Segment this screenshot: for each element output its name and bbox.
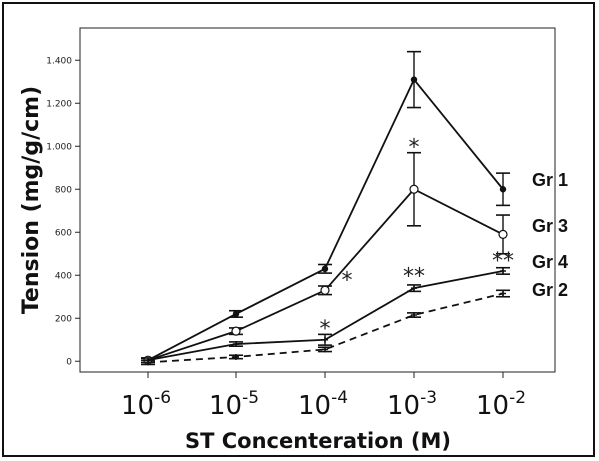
- data-point: [500, 267, 506, 274]
- data-point: [232, 310, 240, 318]
- y-tick-label: 400: [55, 271, 72, 281]
- annotations: *******: [320, 135, 515, 342]
- data-point: [320, 285, 330, 295]
- plot-area: [79, 27, 556, 373]
- y-tick-label: 200: [55, 314, 72, 324]
- data-point: [410, 76, 418, 83]
- significance-marker: *: [320, 317, 331, 342]
- axes: [79, 27, 556, 373]
- significance-marker: *: [342, 269, 353, 294]
- x-ticks: 10-6 10-5 10-4 10-3 10-2: [121, 372, 526, 421]
- data-point: [322, 346, 328, 353]
- series-gr-2: [141, 289, 510, 366]
- data-point: [500, 290, 506, 297]
- significance-marker: **: [403, 264, 425, 289]
- data-point: [498, 229, 508, 239]
- legend: Gr 1 Gr 3 Gr 4 Gr 2: [532, 170, 568, 300]
- x-tick-label: 10-3: [387, 388, 437, 421]
- y-tick-label: 1.200: [46, 99, 72, 109]
- legend-label: Gr 4: [532, 252, 568, 272]
- y-axis-title: Tension (mg/g/cm): [19, 86, 44, 314]
- legend-label: Gr 3: [532, 216, 568, 236]
- y-tick-label: 800: [55, 185, 72, 195]
- y-tick-label: 0: [66, 357, 72, 367]
- chart-frame: [2, 2, 595, 457]
- y-tick-label: 1.000: [46, 142, 72, 152]
- data-point: [145, 359, 151, 366]
- data-point: [233, 353, 239, 360]
- data-point: [411, 285, 417, 292]
- y-ticks: 0 200 400 600 800 1.000 1.200 1.400: [46, 56, 80, 367]
- y-tick-label: 1.400: [46, 56, 72, 66]
- x-tick-label: 10-2: [476, 388, 526, 421]
- x-axis-title: ST Concenteration (M): [185, 429, 451, 453]
- data-point: [409, 184, 419, 194]
- significance-marker: *: [409, 135, 420, 160]
- y-tick-label: 600: [55, 228, 72, 238]
- x-tick-label: 10-4: [298, 388, 348, 421]
- x-tick-label: 10-6: [121, 388, 171, 421]
- data-point: [322, 336, 328, 343]
- data-point: [411, 312, 417, 319]
- data-point: [233, 341, 239, 348]
- data-point: [321, 265, 329, 272]
- x-tick-label: 10-5: [209, 388, 259, 421]
- data-point: [231, 326, 241, 336]
- legend-label: Gr 2: [532, 280, 568, 300]
- data-point: [499, 186, 507, 193]
- legend-label: Gr 1: [532, 170, 568, 190]
- series-group: [141, 50, 510, 366]
- series-line: [147, 292, 504, 364]
- significance-marker: **: [492, 249, 514, 274]
